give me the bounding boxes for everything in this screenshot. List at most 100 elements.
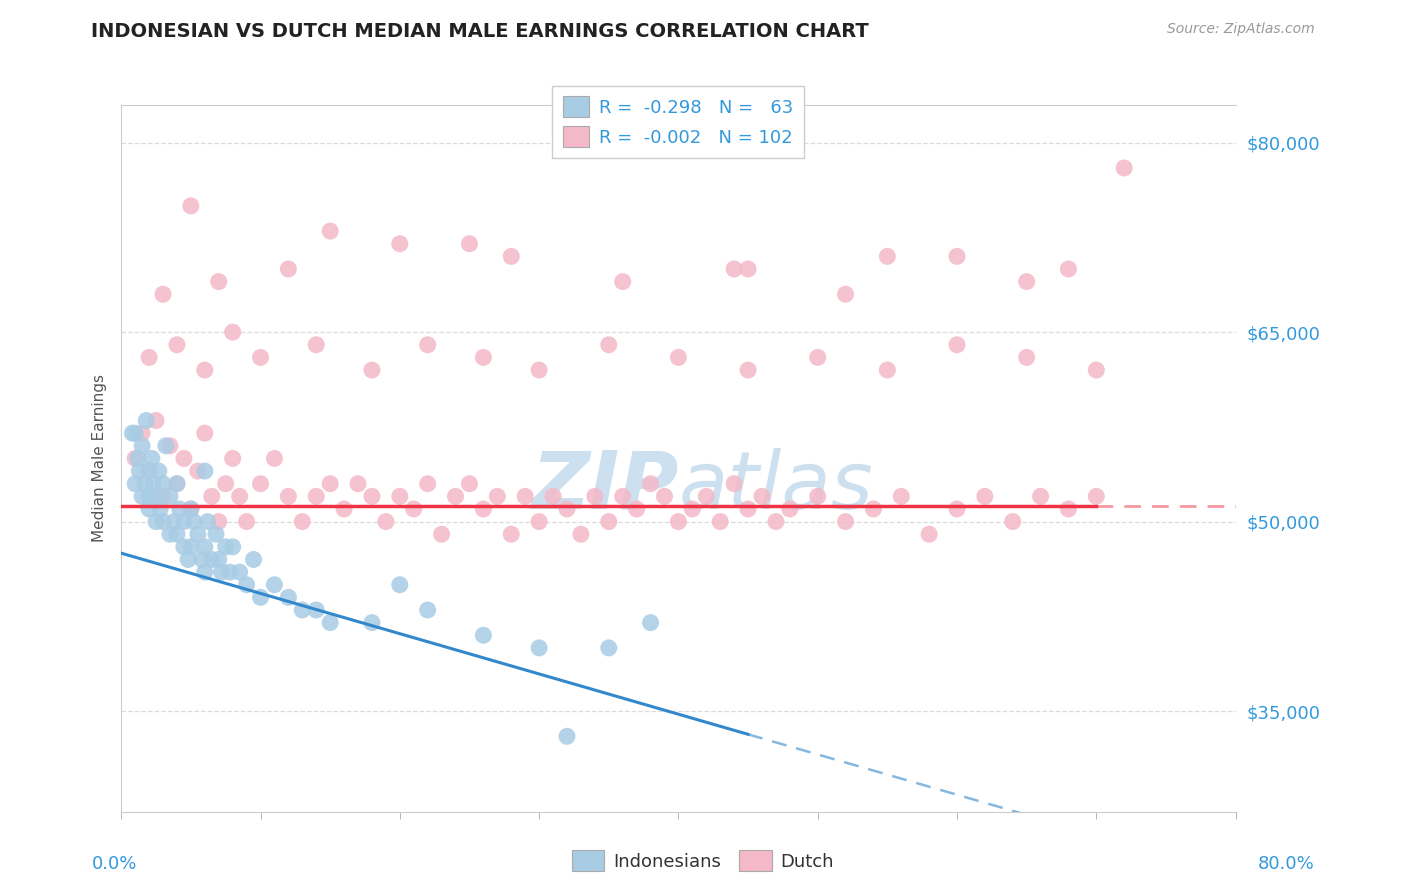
Text: ZIP: ZIP [531,448,679,525]
Text: atlas: atlas [679,448,873,525]
Point [221,451,243,466]
Point [124,476,146,491]
Point [177,552,200,566]
Point [501,249,523,263]
Point [201,552,224,566]
Point [152,476,174,491]
Point [141,451,163,466]
Point [555,729,578,743]
Point [194,363,217,377]
Point [197,515,219,529]
Point [555,502,578,516]
Point [640,476,662,491]
Point [361,489,384,503]
Point [263,451,285,466]
Point [145,489,167,503]
Point [612,489,634,503]
Point [416,603,439,617]
Point [205,527,228,541]
Point [388,578,411,592]
Point [211,565,233,579]
Legend: R =  -0.298   N =   63, R =  -0.002   N = 102: R = -0.298 N = 63, R = -0.002 N = 102 [553,86,804,158]
Point [191,552,214,566]
Point [458,236,481,251]
Point [138,502,160,516]
Point [612,275,634,289]
Point [208,275,231,289]
Point [946,502,969,516]
Point [277,489,299,503]
Point [305,489,328,503]
Text: 80.0%: 80.0% [1258,855,1315,872]
Point [918,527,941,541]
Point [121,426,143,441]
Point [1085,363,1108,377]
Point [569,527,592,541]
Point [458,476,481,491]
Point [834,287,856,301]
Point [737,363,759,377]
Point [361,363,384,377]
Legend: Indonesians, Dutch: Indonesians, Dutch [565,843,841,879]
Point [430,527,453,541]
Point [1029,489,1052,503]
Point [228,489,250,503]
Point [159,439,181,453]
Point [765,515,787,529]
Point [124,451,146,466]
Point [128,464,150,478]
Point [194,464,217,478]
Point [180,502,202,516]
Point [131,426,153,441]
Point [444,489,467,503]
Point [138,489,160,503]
Point [235,578,257,592]
Point [541,489,564,503]
Point [152,515,174,529]
Point [1057,502,1080,516]
Point [187,527,209,541]
Point [876,363,898,377]
Point [361,615,384,630]
Point [180,502,202,516]
Point [807,489,830,503]
Point [235,515,257,529]
Point [737,262,759,277]
Point [180,540,202,554]
Point [668,351,690,365]
Point [515,489,537,503]
Point [305,338,328,352]
Point [145,413,167,427]
Point [135,413,157,427]
Point [1015,275,1038,289]
Point [737,502,759,516]
Point [681,502,703,516]
Point [166,476,188,491]
Point [124,426,146,441]
Point [127,451,149,466]
Point [208,552,231,566]
Point [416,338,439,352]
Point [834,515,856,529]
Point [862,502,884,516]
Text: Source: ZipAtlas.com: Source: ZipAtlas.com [1167,22,1315,37]
Point [946,338,969,352]
Point [180,199,202,213]
Point [138,464,160,478]
Point [291,515,314,529]
Point [695,489,717,503]
Point [640,615,662,630]
Point [131,489,153,503]
Point [277,591,299,605]
Point [166,527,188,541]
Point [890,489,912,503]
Point [201,489,224,503]
Point [1085,489,1108,503]
Point [152,489,174,503]
Point [486,489,509,503]
Point [194,426,217,441]
Point [215,476,238,491]
Point [218,565,240,579]
Point [155,439,177,453]
Point [347,476,370,491]
